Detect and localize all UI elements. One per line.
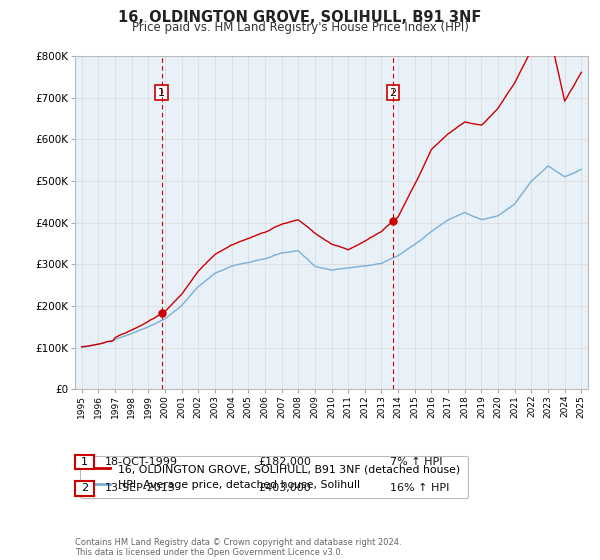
Text: £182,000: £182,000 xyxy=(258,457,311,467)
Text: 1: 1 xyxy=(158,88,165,97)
Text: 16, OLDINGTON GROVE, SOLIHULL, B91 3NF: 16, OLDINGTON GROVE, SOLIHULL, B91 3NF xyxy=(118,10,482,25)
Text: Contains HM Land Registry data © Crown copyright and database right 2024.
This d: Contains HM Land Registry data © Crown c… xyxy=(75,538,401,557)
Text: 1: 1 xyxy=(81,457,88,467)
Text: Price paid vs. HM Land Registry's House Price Index (HPI): Price paid vs. HM Land Registry's House … xyxy=(131,21,469,34)
Text: 7% ↑ HPI: 7% ↑ HPI xyxy=(390,457,443,467)
Text: 2: 2 xyxy=(389,88,397,97)
Text: 2: 2 xyxy=(81,483,88,493)
Text: 16% ↑ HPI: 16% ↑ HPI xyxy=(390,483,449,493)
Text: 18-OCT-1999: 18-OCT-1999 xyxy=(105,457,178,467)
Text: 13-SEP-2013: 13-SEP-2013 xyxy=(105,483,176,493)
Text: £403,000: £403,000 xyxy=(258,483,311,493)
Legend: 16, OLDINGTON GROVE, SOLIHULL, B91 3NF (detached house), HPI: Average price, det: 16, OLDINGTON GROVE, SOLIHULL, B91 3NF (… xyxy=(80,456,468,498)
